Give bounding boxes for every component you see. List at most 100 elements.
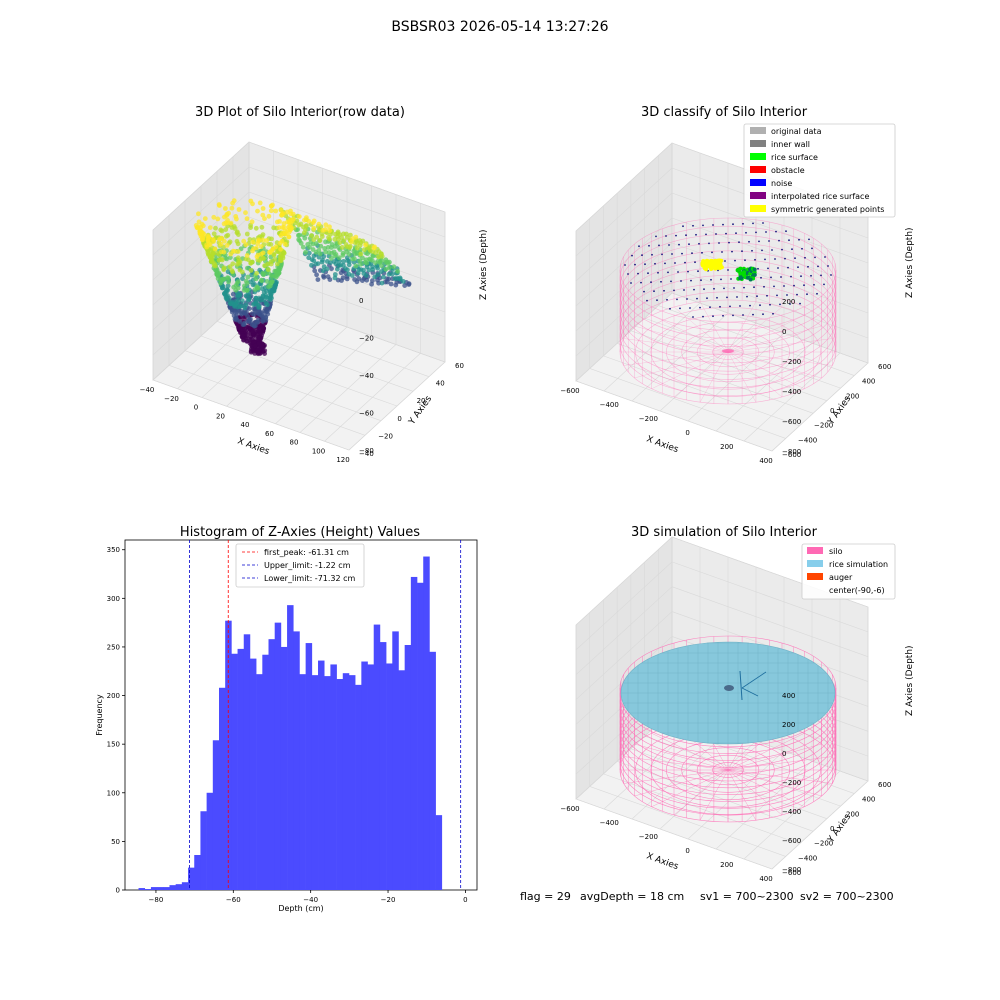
x-tick-label: 200 xyxy=(720,443,733,451)
data-point xyxy=(350,256,355,262)
data-point xyxy=(224,243,230,248)
data-point xyxy=(261,289,267,295)
histogram-x-axis-label: Depth (cm) xyxy=(278,904,323,913)
grid-line xyxy=(589,786,786,857)
interpolated-point xyxy=(713,287,715,290)
rice-surface-point xyxy=(738,275,743,280)
interpolated-point xyxy=(709,306,711,309)
data-point xyxy=(219,256,224,262)
silo-floor-spoke xyxy=(623,351,729,366)
data-point xyxy=(286,234,292,240)
interpolated-point xyxy=(777,267,779,269)
interpolated-point xyxy=(693,288,695,291)
silo-floor-spoke xyxy=(727,743,822,771)
interpolated-point xyxy=(799,302,801,305)
data-point xyxy=(271,251,277,257)
interpolated-point xyxy=(827,265,829,267)
interpolated-point xyxy=(753,286,755,289)
histogram-title: Histogram of Z-Axies (Height) Values xyxy=(180,525,420,540)
interpolated-point xyxy=(771,249,773,251)
data-point xyxy=(296,222,302,228)
interpolated-point xyxy=(783,285,785,287)
panel-raw-title: 3D Plot of Silo Interior(row data) xyxy=(195,105,405,120)
interpolated-point xyxy=(641,254,643,257)
data-point xyxy=(312,268,318,274)
histogram-bar xyxy=(163,887,170,890)
data-point xyxy=(225,275,230,281)
interpolated-point xyxy=(764,258,766,261)
grid-line xyxy=(715,760,813,850)
x-tick-label: −80 xyxy=(149,896,164,904)
x-tick-label: 0 xyxy=(685,847,689,855)
data-point xyxy=(324,266,330,272)
data-point xyxy=(239,303,244,308)
interpolated-point xyxy=(758,240,760,243)
silo-floor-ring xyxy=(696,336,760,368)
data-point xyxy=(336,236,341,242)
interpolated-point xyxy=(677,271,679,273)
interpolated-point xyxy=(640,281,642,284)
interpolated-point xyxy=(627,273,629,275)
data-point xyxy=(213,225,218,231)
interpolated-point xyxy=(670,280,672,283)
data-point xyxy=(344,276,350,282)
interpolated-point xyxy=(690,279,692,282)
interpolated-point xyxy=(778,239,780,242)
data-point xyxy=(229,205,235,211)
z-tick-label: 0 xyxy=(359,297,363,305)
interpolated-point xyxy=(667,271,669,274)
legend-label: interpolated rice surface xyxy=(771,192,869,201)
data-point xyxy=(244,287,250,293)
interpolated-point xyxy=(702,224,704,227)
data-point xyxy=(234,238,240,244)
interpolated-point xyxy=(769,303,771,306)
data-point xyxy=(296,233,301,238)
silo-floor-spoke xyxy=(727,315,805,353)
grid-line xyxy=(603,355,800,427)
silo-floor-spoke xyxy=(727,769,805,807)
silo-ring xyxy=(619,234,837,339)
data-point xyxy=(266,213,272,219)
y-tick-label: 600 xyxy=(878,781,891,789)
data-point xyxy=(341,259,346,264)
data-point xyxy=(356,276,362,282)
legend-swatch xyxy=(750,179,766,186)
histogram-bar xyxy=(144,889,152,890)
data-point xyxy=(272,257,278,262)
interpolated-point xyxy=(807,265,809,268)
data-point xyxy=(301,230,307,236)
data-point xyxy=(235,255,241,261)
data-point xyxy=(259,224,265,230)
interpolated-point xyxy=(638,245,640,248)
classify-legend: original data inner wall rice surface obsta… xyxy=(743,123,896,218)
grid-line xyxy=(603,773,800,845)
data-point xyxy=(205,233,211,239)
classify-silo-wireframe xyxy=(619,217,837,405)
silo-floor-spoke xyxy=(623,338,729,353)
data-point xyxy=(331,259,337,264)
interpolated-point xyxy=(823,283,825,286)
interpolated-point xyxy=(732,314,734,317)
data-point xyxy=(259,277,264,283)
interpolated-point xyxy=(770,276,772,279)
silo-floor-spoke xyxy=(727,301,757,353)
data-point xyxy=(260,206,266,211)
interpolated-point xyxy=(784,257,786,260)
interpolated-point xyxy=(720,278,722,281)
interpolated-point xyxy=(646,299,648,302)
interpolated-point xyxy=(768,240,770,242)
grid-line xyxy=(771,780,869,870)
data-point xyxy=(300,244,306,250)
data-point xyxy=(242,320,247,326)
data-point xyxy=(225,218,231,223)
interpolated-point xyxy=(738,241,740,244)
grid-line xyxy=(671,192,869,264)
grid-line xyxy=(152,166,250,256)
histogram-bar xyxy=(268,639,275,890)
z-tick-label: −20 xyxy=(359,335,374,343)
x-tick-label: −600 xyxy=(560,387,579,395)
data-point xyxy=(231,224,237,229)
interpolated-point xyxy=(698,242,700,245)
raw-point-cloud xyxy=(193,198,412,356)
interpolated-point xyxy=(706,297,708,300)
